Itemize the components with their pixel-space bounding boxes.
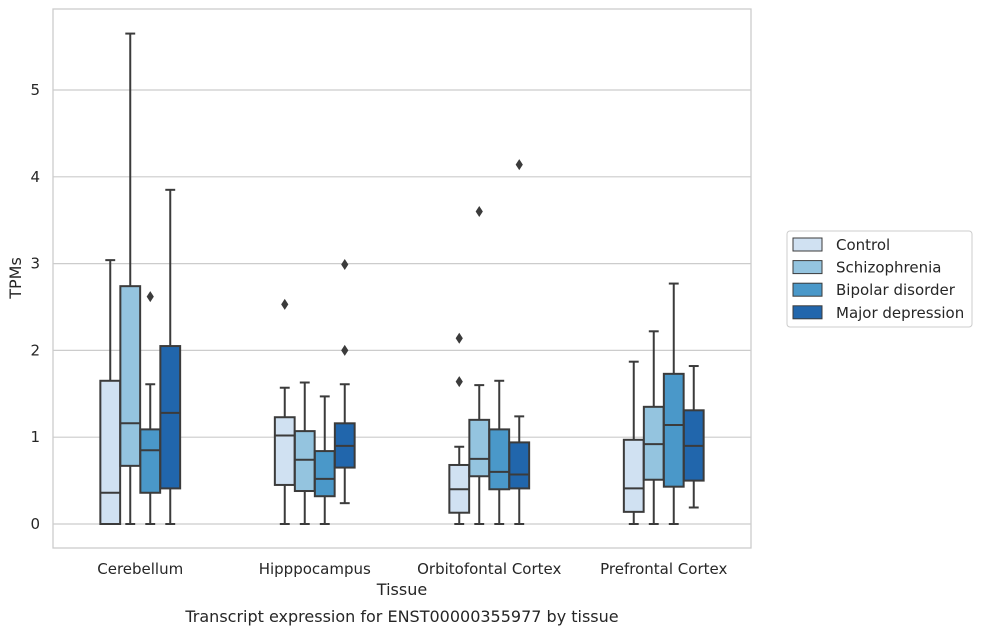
box (99, 379, 122, 525)
box-group (99, 259, 122, 525)
box (662, 372, 685, 488)
box-group (468, 206, 491, 525)
box (139, 428, 162, 494)
box-group (488, 379, 511, 525)
outlier-point (515, 159, 523, 171)
box-group (622, 360, 645, 525)
box-group (662, 282, 685, 525)
legend-swatch (792, 282, 823, 297)
x-tick-label: Cerebellum (97, 560, 183, 578)
outlier-point (475, 206, 483, 218)
outlier-point (341, 258, 349, 270)
legend: Control Schizophrenia Bipolar disorder Majo… (786, 230, 973, 328)
box (468, 418, 491, 478)
box-group (159, 188, 182, 525)
box-group (333, 258, 356, 505)
box-group (448, 332, 471, 525)
legend-label: Schizophrenia (836, 259, 941, 277)
y-tick-label: 0 (30, 515, 40, 533)
legend-label: Major depression (836, 304, 964, 322)
y-tick-label: 4 (30, 168, 40, 186)
y-tick-label: 3 (30, 255, 40, 273)
box (293, 430, 316, 493)
box-group (119, 32, 142, 525)
box-group (682, 365, 705, 509)
y-tick-labels: 0 1 2 3 4 5 (30, 81, 40, 533)
x-axis-label: Tissue (376, 580, 427, 599)
box (119, 285, 142, 467)
plot-frame (52, 8, 752, 549)
outlier-point (281, 298, 289, 310)
legend-swatch (792, 260, 823, 275)
box (488, 428, 511, 491)
box-group (508, 159, 531, 525)
y-tick-label: 1 (30, 428, 40, 446)
legend-swatch (792, 305, 823, 320)
box-group (273, 298, 296, 525)
x-tick-label: Hipppocampus (259, 560, 371, 578)
chart-title: Transcript expression for ENST0000035597… (184, 607, 618, 626)
box (622, 438, 645, 513)
box (159, 345, 182, 490)
box-group (313, 395, 336, 525)
y-tick-label: 2 (30, 341, 40, 359)
outlier-point (146, 291, 154, 303)
outlier-point (341, 344, 349, 356)
box (508, 441, 531, 490)
y-tick-label: 5 (30, 81, 40, 99)
box (313, 450, 336, 498)
box (273, 416, 296, 486)
legend-frame (786, 230, 973, 328)
box-groups (99, 32, 705, 525)
outlier-point (455, 332, 463, 344)
y-axis-label: TPMs (6, 257, 25, 300)
x-tick-labels: Cerebellum Hipppocampus Orbitofontal Corte… (97, 560, 727, 578)
x-tick-label: Prefrontal Cortex (600, 560, 727, 578)
x-tick-label: Orbitofontal Cortex (417, 560, 561, 578)
box-group (293, 381, 316, 525)
legend-label: Bipolar disorder (836, 281, 956, 299)
legend-swatch (792, 237, 823, 252)
legend-label: Control (836, 236, 890, 254)
outlier-point (455, 376, 463, 388)
